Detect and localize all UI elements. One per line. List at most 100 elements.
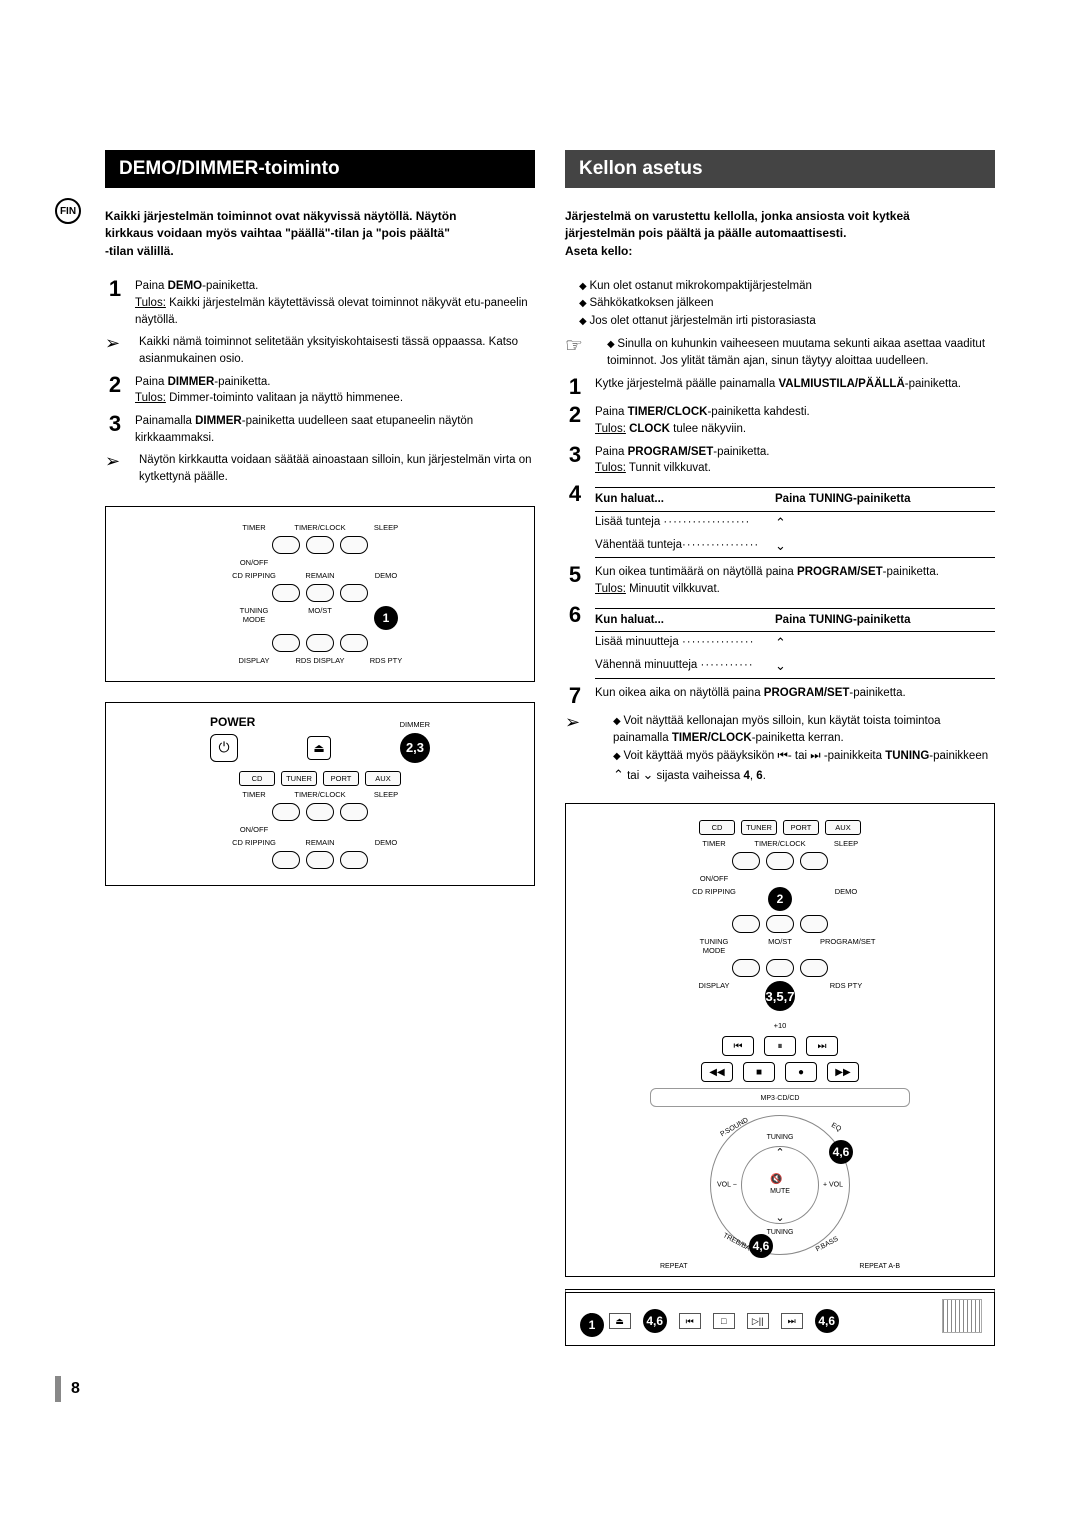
- right-intro: Järjestelmä on varustettu kellolla, jonk…: [565, 208, 995, 260]
- arrow-icon: ➢: [105, 334, 129, 352]
- t: Paina: [595, 446, 628, 458]
- step-3: 3 Painamalla DIMMER-painiketta uudelleen…: [105, 413, 535, 446]
- step-6: 6 Kun haluat...Paina TUNING-painiketta L…: [565, 604, 995, 679]
- remote-button: [766, 915, 794, 933]
- t: Paina TUNING-painiketta: [775, 612, 910, 629]
- t: DIMMER: [168, 376, 215, 388]
- prev-icon: ⏮: [778, 750, 788, 762]
- record-icon: ●: [785, 1062, 817, 1082]
- step-num: 2: [105, 374, 125, 396]
- t: DIMMER: [195, 415, 242, 427]
- t: Kun haluat...: [595, 491, 775, 508]
- t: Kun oikea tuntimäärä on näytöllä paina: [595, 566, 797, 578]
- remote-button: [272, 803, 300, 821]
- t: RDS PTY: [820, 981, 872, 1011]
- step-1: 1 Paina DEMO-painiketta. Tulos: Kaikki j…: [105, 278, 535, 328]
- t: Tulos:: [135, 297, 166, 309]
- prev-icon: ⏮: [679, 1313, 701, 1329]
- t: SLEEP: [360, 523, 412, 532]
- t: VALMIUSTILA/PÄÄLLÄ: [778, 378, 904, 390]
- t: -painiketta.: [214, 376, 270, 388]
- t: MP3·CD/CD: [650, 1088, 910, 1107]
- remote-button: [272, 634, 300, 652]
- t: Paina: [135, 280, 168, 292]
- remote-diagram-large: CD TUNER PORT AUX TIMER TIMER/CLOCK SLEE…: [565, 803, 995, 1277]
- t: Kaikki nämä toiminnot selitetään yksityi…: [139, 334, 535, 367]
- callout-46: 4,6: [815, 1309, 839, 1333]
- t: Tunnit vilkkuvat.: [626, 462, 711, 474]
- remote-button: [340, 536, 368, 554]
- remote-button: [306, 803, 334, 821]
- remote-button: [340, 634, 368, 652]
- t: POWER: [210, 715, 255, 729]
- t: PROGRAM/SET: [628, 446, 714, 458]
- t: -painiketta kahdesti.: [707, 406, 809, 418]
- callout-357: 3,5,7: [765, 981, 795, 1011]
- t: Tulos:: [135, 392, 166, 404]
- t: EQ: [830, 1122, 842, 1133]
- t: TUNING MODE: [688, 937, 740, 955]
- t: SLEEP: [820, 839, 872, 848]
- t: TUNING MODE: [228, 606, 280, 630]
- t: -painiketta.: [849, 687, 905, 699]
- step-num: 6: [565, 604, 585, 626]
- control-ring: TUNING P.SOUND EQ VOL − + VOL 🔇MUTE TREB…: [710, 1115, 850, 1255]
- remote-button: [766, 852, 794, 870]
- eject-icon: ⏏: [307, 736, 331, 760]
- left-column: DEMO/DIMMER-toiminto Kaikki järjestelmän…: [105, 150, 535, 1346]
- t: P.BASS: [814, 1236, 839, 1254]
- remote-button: [732, 852, 760, 870]
- remote-button: [272, 584, 300, 602]
- chevron-up-icon: ⌃: [775, 634, 786, 653]
- t: -tilan välillä.: [105, 244, 174, 258]
- t: Jos olet ottanut järjestelmän irti pisto…: [579, 313, 995, 330]
- step-num: 3: [565, 444, 585, 466]
- power-icon: ⏻: [210, 734, 238, 762]
- step-2: 2 Paina DIMMER-painiketta. Tulos: Dimmer…: [105, 374, 535, 407]
- t: Sinulla on kuhunkin vaiheeseen muutama s…: [607, 336, 995, 371]
- t: -painiketta.: [713, 446, 769, 458]
- t: -painiketta.: [883, 566, 939, 578]
- mute-icon: 🔇MUTE: [770, 1174, 790, 1196]
- t: Minuutit vilkkuvat.: [626, 583, 720, 595]
- page-bar-icon: [55, 1376, 61, 1402]
- t: CD RIPPING: [688, 887, 740, 911]
- remote-button: [732, 915, 760, 933]
- t: Kun haluat...: [595, 612, 775, 629]
- callout-46: 4,6: [749, 1234, 773, 1258]
- right-column: Kellon asetus Järjestelmä on varustettu …: [565, 150, 995, 1346]
- remote-diagram-2: POWER DIMMER ⏻ ⏏ 2,3 CD TUNER PORT AUX: [105, 702, 535, 886]
- rewind-icon: ◀◀: [701, 1062, 733, 1082]
- remote-button: CD: [699, 820, 735, 835]
- remote-button: [306, 634, 334, 652]
- t: Lisää tunteja: [595, 516, 660, 528]
- t: Vähentää tunteja: [595, 539, 682, 551]
- step-num: 1: [105, 278, 125, 300]
- t: Kaikki järjestelmän käytettävissä olevat…: [135, 297, 528, 326]
- t: Kytke järjestelmä päälle painamalla: [595, 378, 778, 390]
- page-number: 8: [55, 1376, 995, 1402]
- t: REPEAT A-B: [859, 1263, 900, 1270]
- left-intro: Kaikki järjestelmän toiminnot ovat näkyv…: [105, 208, 535, 260]
- t: PROGRAM/SET: [764, 687, 850, 699]
- t: TUNING: [767, 1134, 794, 1141]
- vent-icon: [942, 1299, 982, 1333]
- stop-icon: ■: [743, 1062, 775, 1082]
- t: DIMMER: [400, 720, 430, 729]
- step-num: 1: [565, 376, 585, 398]
- t: CD RIPPING: [228, 571, 280, 580]
- remote-button: CD: [239, 771, 275, 786]
- callout-1: 1: [374, 606, 398, 630]
- chevron-down-icon: ⌄: [775, 657, 786, 676]
- bullet-list: Kun olet ostanut mikrokompaktijärjestelm…: [565, 278, 995, 330]
- t: Paina TUNING-painiketta: [775, 491, 910, 508]
- arrow-icon: ➢: [105, 452, 129, 470]
- t: DEMO: [168, 280, 203, 292]
- prev-track-icon: ⏮: [722, 1036, 754, 1056]
- callout-46: 4,6: [829, 1140, 853, 1164]
- t: REMAIN: [294, 838, 346, 847]
- t: Järjestelmä on varustettu kellolla, jonk…: [565, 209, 910, 223]
- play-icon: ▷||: [747, 1313, 769, 1329]
- t: tulee näkyviin.: [670, 423, 746, 435]
- t: TIMER: [688, 839, 740, 848]
